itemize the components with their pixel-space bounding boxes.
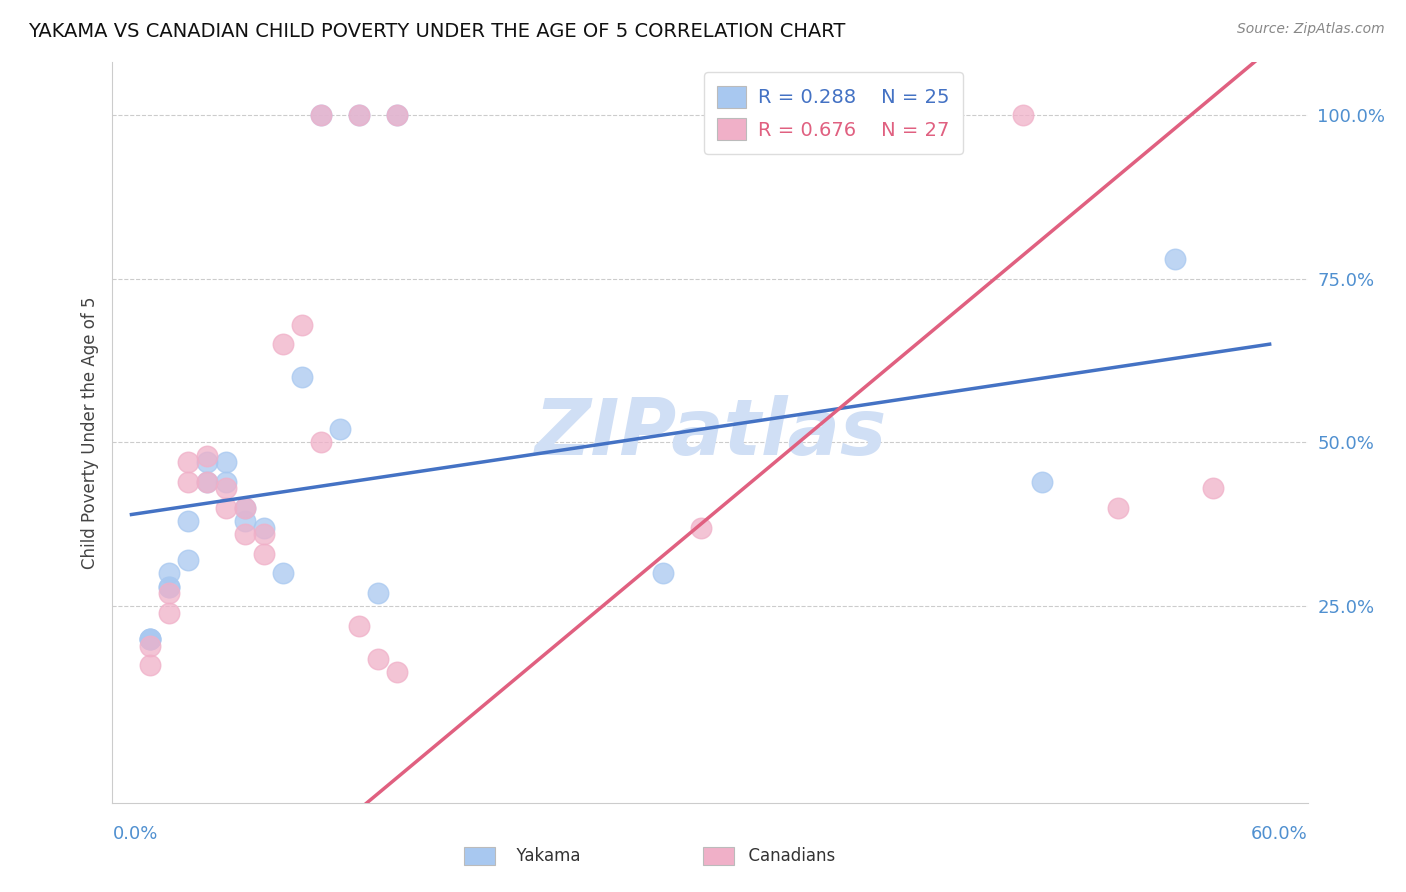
Point [1107, 500, 1129, 515]
Point [385, 665, 408, 679]
Point [385, 108, 408, 122]
Point [139, 632, 162, 646]
Point [139, 639, 162, 653]
Point [233, 527, 256, 541]
Point [271, 566, 294, 581]
Text: Canadians: Canadians [738, 847, 835, 865]
Text: YAKAMA VS CANADIAN CHILD POVERTY UNDER THE AGE OF 5 CORRELATION CHART: YAKAMA VS CANADIAN CHILD POVERTY UNDER T… [28, 22, 845, 41]
Point [309, 108, 332, 122]
Point [1031, 475, 1053, 489]
Point [215, 500, 238, 515]
Point [215, 481, 238, 495]
Point [139, 632, 162, 646]
Point [367, 651, 389, 665]
Point [195, 449, 218, 463]
Point [139, 658, 162, 673]
Point [157, 606, 180, 620]
Point [177, 475, 200, 489]
Point [689, 521, 711, 535]
Point [1164, 252, 1187, 266]
Text: 0.0%: 0.0% [112, 825, 157, 843]
Point [195, 475, 218, 489]
Point [157, 580, 180, 594]
Point [651, 566, 673, 581]
Point [177, 455, 200, 469]
Point [1202, 481, 1225, 495]
Text: Yakama: Yakama [506, 847, 581, 865]
Point [157, 586, 180, 600]
Point [385, 108, 408, 122]
Point [309, 435, 332, 450]
Point [291, 318, 314, 332]
Point [215, 455, 238, 469]
Point [309, 108, 332, 122]
Point [347, 108, 370, 122]
Point [271, 337, 294, 351]
Point [253, 521, 276, 535]
Point [347, 108, 370, 122]
Point [329, 422, 352, 436]
Point [139, 632, 162, 646]
Point [215, 475, 238, 489]
Point [367, 586, 389, 600]
Text: 60.0%: 60.0% [1251, 825, 1308, 843]
Point [177, 514, 200, 528]
Y-axis label: Child Poverty Under the Age of 5: Child Poverty Under the Age of 5 [80, 296, 98, 569]
Point [1012, 108, 1035, 122]
Point [195, 455, 218, 469]
Text: ZIPatlas: ZIPatlas [534, 394, 886, 471]
Point [347, 619, 370, 633]
Point [157, 580, 180, 594]
Point [195, 475, 218, 489]
Point [233, 500, 256, 515]
Point [177, 553, 200, 567]
Point [233, 514, 256, 528]
Point [253, 527, 276, 541]
Text: Source: ZipAtlas.com: Source: ZipAtlas.com [1237, 22, 1385, 37]
Legend: R = 0.288    N = 25, R = 0.676    N = 27: R = 0.288 N = 25, R = 0.676 N = 27 [703, 72, 963, 154]
Point [253, 547, 276, 561]
Point [233, 500, 256, 515]
Point [157, 566, 180, 581]
Point [291, 370, 314, 384]
